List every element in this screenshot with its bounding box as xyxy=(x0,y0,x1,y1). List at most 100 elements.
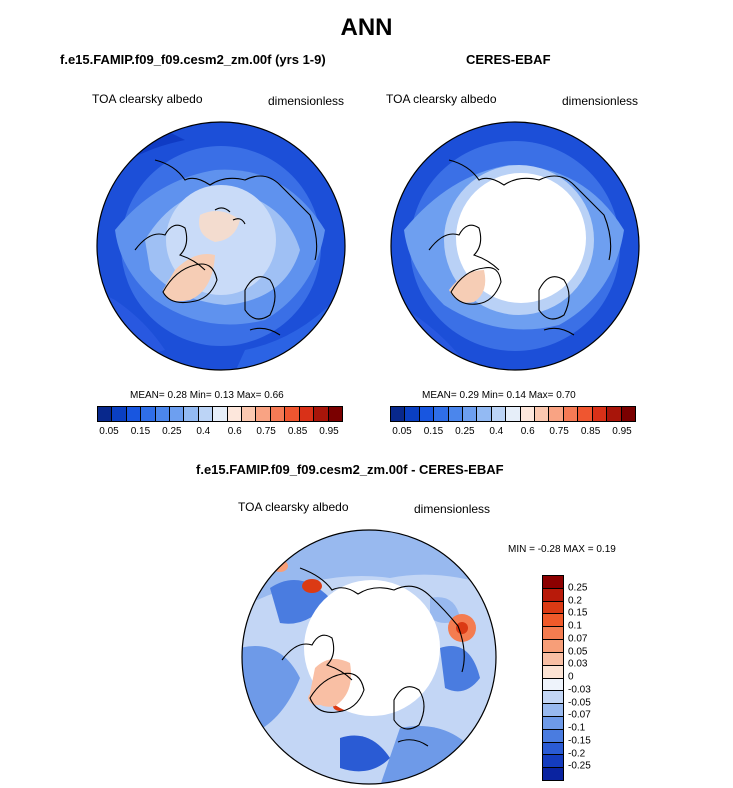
colorbar-swatch xyxy=(141,407,156,421)
panel2-polar-map xyxy=(390,121,640,371)
panel3-stats: MIN = -0.28 MAX = 0.19 xyxy=(508,544,616,555)
colorbar-swatch xyxy=(543,729,563,743)
colorbar-swatch xyxy=(543,768,563,780)
colorbar-swatch xyxy=(126,407,142,421)
colorbar-tick-label: 0.05 xyxy=(568,646,588,657)
colorbar-swatch xyxy=(491,407,507,421)
colorbar-swatch xyxy=(543,576,563,589)
colorbar-tick-label: 0.2 xyxy=(568,595,582,606)
colorbar-swatch xyxy=(299,407,315,421)
colorbar-tick-label: 0.6 xyxy=(227,426,242,437)
colorbar-tick-label: 0.15 xyxy=(568,607,588,619)
colorbar-swatch xyxy=(314,407,329,421)
colorbar-swatch xyxy=(448,407,464,421)
panel2-units-label: dimensionless xyxy=(562,94,639,108)
colorbar-swatch xyxy=(227,407,243,421)
colorbar-tick-label: 0.15 xyxy=(423,426,444,437)
colorbar-swatch xyxy=(543,665,563,679)
colorbar-swatch xyxy=(543,704,563,717)
colorbar-swatch xyxy=(578,407,593,421)
colorbar-tick-label: 0.95 xyxy=(612,426,632,437)
colorbar-tick-label: 0.07 xyxy=(568,633,588,645)
colorbar-tick-label: 0.25 xyxy=(568,582,588,594)
colorbar-tick-label: 0.05 xyxy=(99,426,119,437)
colorbar-swatch xyxy=(543,588,563,602)
colorbar-swatch xyxy=(419,407,435,421)
colorbar-tick-label: -0.03 xyxy=(568,684,591,696)
colorbar-tick-label: -0.1 xyxy=(568,722,586,734)
panel1-colorbar xyxy=(97,406,343,422)
colorbar-swatch xyxy=(607,407,622,421)
colorbar-swatch xyxy=(328,407,342,421)
colorbar-swatch xyxy=(592,407,608,421)
colorbar-tick-label: 0.75 xyxy=(549,426,569,437)
colorbar-tick-label: -0.25 xyxy=(568,760,591,772)
colorbar-tick-label: 0.85 xyxy=(287,426,308,437)
colorbar-tick-label: 0 xyxy=(568,671,574,683)
colorbar-tick-label: 0.1 xyxy=(568,620,582,632)
colorbar-tick-label: 0.03 xyxy=(568,658,588,670)
colorbar-swatch xyxy=(285,407,300,421)
panel3-title: f.e15.FAMIP.f09_f09.cesm2_zm.00f - CERES… xyxy=(196,462,504,477)
colorbar-tick-label: 0.4 xyxy=(196,426,211,437)
colorbar-swatch xyxy=(434,407,449,421)
colorbar-swatch xyxy=(543,614,563,628)
colorbar-tick-label: 0.15 xyxy=(130,426,151,437)
panel3-units-label: dimensionless xyxy=(414,502,491,516)
colorbar-swatch xyxy=(155,407,171,421)
panel1-title: f.e15.FAMIP.f09_f09.cesm2_zm.00f (yrs 1-… xyxy=(60,52,326,67)
colorbar-swatch xyxy=(543,678,563,692)
colorbar-swatch xyxy=(549,407,564,421)
colorbar-swatch xyxy=(242,407,257,421)
colorbar-swatch xyxy=(543,627,563,641)
colorbar-tick-label: -0.05 xyxy=(568,697,591,708)
panel1-variable-label: TOA clearsky albedo xyxy=(92,92,203,106)
colorbar-swatch xyxy=(391,407,406,421)
colorbar-swatch xyxy=(543,640,563,653)
colorbar-tick-label: 0.75 xyxy=(256,426,276,437)
colorbar-swatch xyxy=(170,407,185,421)
colorbar-tick-label: -0.15 xyxy=(568,735,591,747)
colorbar-swatch xyxy=(184,407,199,421)
panel3-polar-map xyxy=(241,529,497,785)
colorbar-swatch xyxy=(543,691,563,705)
colorbar-tick-label: 0.25 xyxy=(162,426,182,437)
colorbar-swatch xyxy=(543,716,563,730)
colorbar-tick-label: 0.6 xyxy=(520,426,535,437)
main-title: ANN xyxy=(340,14,393,41)
panel1-polar-map xyxy=(96,121,346,371)
panel1-stats: MEAN= 0.28 Min= 0.13 Max= 0.66 xyxy=(130,390,284,401)
colorbar-swatch xyxy=(543,755,563,769)
colorbar-swatch xyxy=(256,407,271,421)
colorbar-tick-label: 0.05 xyxy=(392,426,412,437)
colorbar-swatch xyxy=(213,407,228,421)
colorbar-swatch xyxy=(112,407,127,421)
panel3-variable-label: TOA clearsky albedo xyxy=(238,500,349,514)
colorbar-swatch xyxy=(535,407,550,421)
colorbar-swatch xyxy=(98,407,113,421)
colorbar-tick-label: 0.25 xyxy=(455,426,475,437)
panel2-stats: MEAN= 0.29 Min= 0.14 Max= 0.70 xyxy=(422,390,576,401)
colorbar-swatch xyxy=(563,407,579,421)
colorbar-swatch xyxy=(405,407,420,421)
colorbar-swatch xyxy=(543,601,563,615)
panel3-colorbar xyxy=(542,575,564,781)
panel2-variable-label: TOA clearsky albedo xyxy=(386,92,497,106)
colorbar-swatch xyxy=(270,407,286,421)
colorbar-swatch xyxy=(477,407,492,421)
colorbar-swatch xyxy=(463,407,478,421)
colorbar-tick-label: 0.4 xyxy=(489,426,504,437)
colorbar-tick-label: -0.2 xyxy=(568,748,586,759)
colorbar-swatch xyxy=(520,407,536,421)
colorbar-swatch xyxy=(198,407,214,421)
colorbar-swatch xyxy=(506,407,521,421)
colorbar-swatch xyxy=(543,652,563,666)
colorbar-swatch xyxy=(621,407,635,421)
colorbar-swatch xyxy=(543,742,563,756)
colorbar-tick-label: 0.85 xyxy=(580,426,601,437)
panel2-colorbar xyxy=(390,406,636,422)
colorbar-tick-label: 0.95 xyxy=(319,426,339,437)
colorbar-tick-label: -0.07 xyxy=(568,709,591,721)
panel1-units-label: dimensionless xyxy=(268,94,345,108)
panel2-title: CERES-EBAF xyxy=(466,52,551,67)
